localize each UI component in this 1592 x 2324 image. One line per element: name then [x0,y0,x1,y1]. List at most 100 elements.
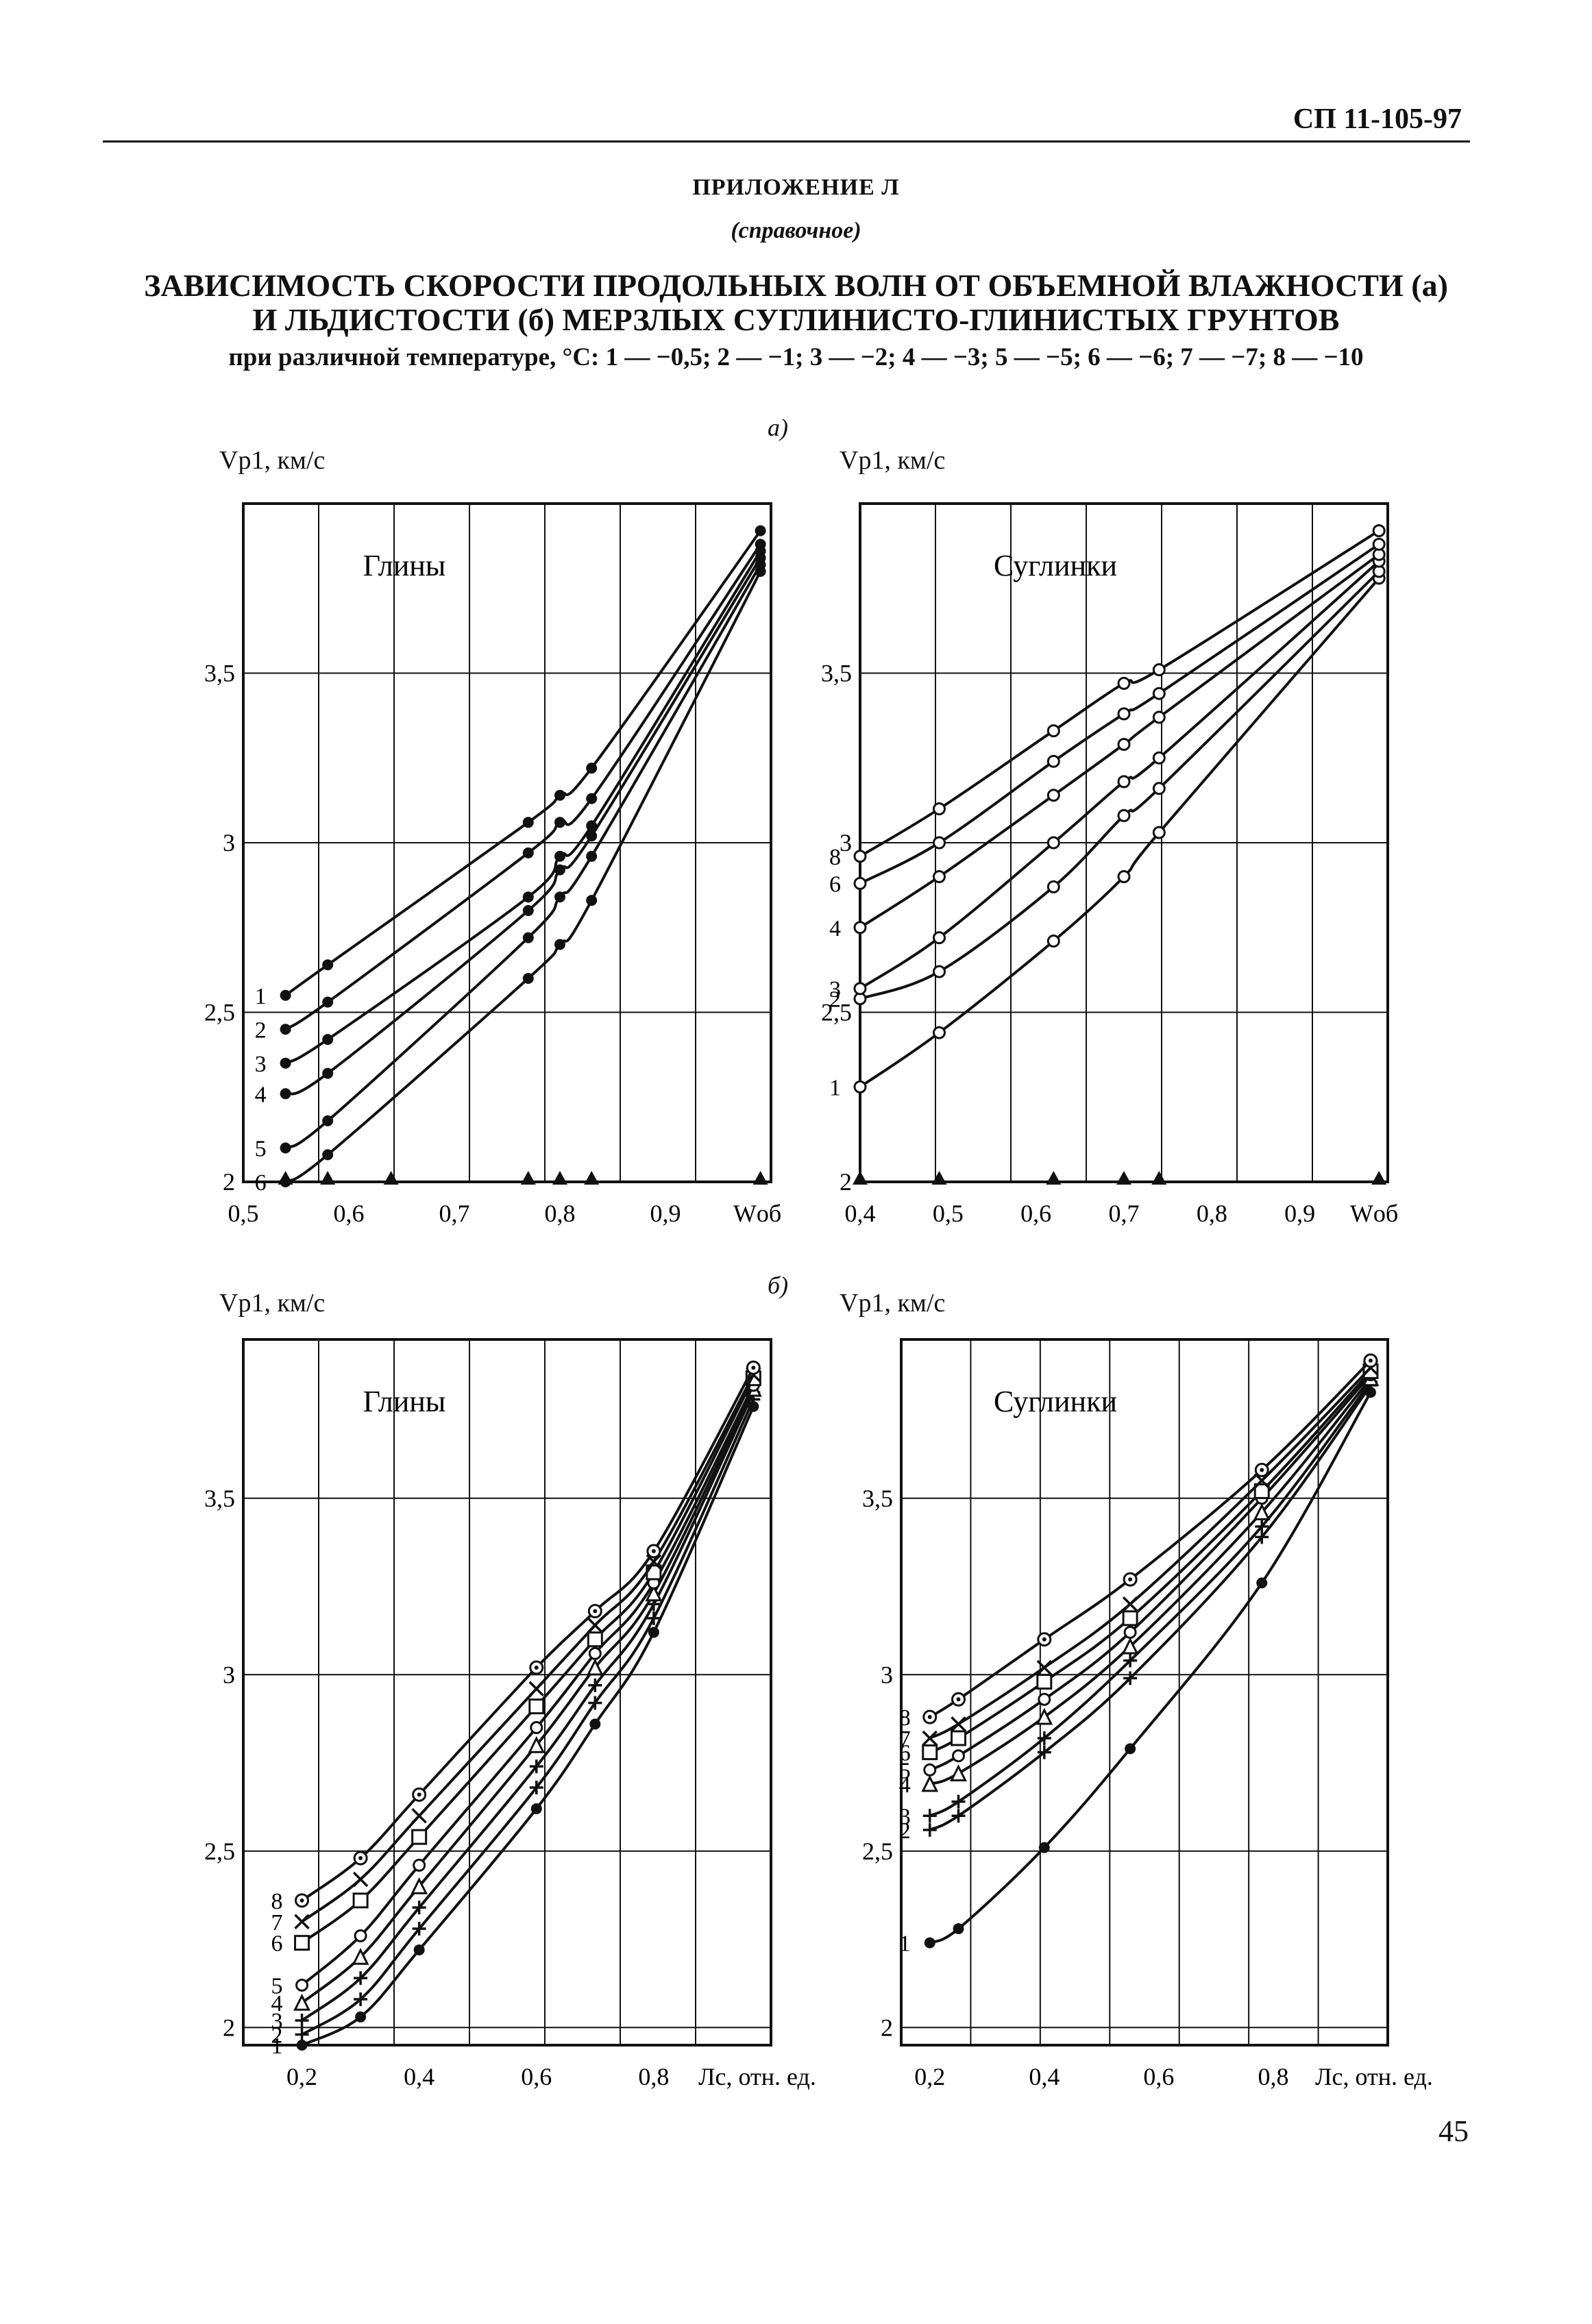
series-line-3 [859,560,1380,990]
data-point-1 [755,525,766,536]
data-point-1 [589,1718,601,1730]
series-line-4 [301,1388,755,2004]
series-line-6 [301,1377,755,1944]
part-a-label: а) [768,414,788,441]
y-tick-label: 2,5 [821,999,852,1026]
y-tick-label: 2 [223,1168,235,1196]
data-point-3 [588,1678,602,1692]
data-point-8 [1152,663,1166,677]
data-point-5 [1123,1625,1137,1639]
data-point-4 [933,870,946,883]
plot-frame [900,1338,1389,2047]
series-label-6: 6 [829,872,841,897]
data-point-7 [1254,1472,1270,1489]
data-point-6 [522,973,534,984]
title-line-2: И ЛЬДИСТОСТИ (б) МЕРЗЛЫХ СУГЛИНИСТО-ГЛИН… [252,302,1340,337]
axis-triangle-marker [1151,1171,1167,1185]
data-point-4 [1036,1707,1053,1725]
data-point-3 [1046,836,1060,850]
data-point-8 [529,1660,544,1675]
data-point-3 [1117,775,1131,789]
x-tick-label: 0,6 [334,1200,365,1227]
data-point-6 [1152,687,1166,700]
series-line-7 [301,1374,755,1923]
series-label-3: 3 [899,1804,911,1829]
data-point-3 [1152,751,1166,765]
data-point-3 [1037,1731,1051,1745]
data-point-8 [1372,524,1386,538]
series-label-1: 1 [271,2034,283,2059]
data-point-5 [1038,1692,1051,1706]
y-tick-label: 3 [223,1661,235,1688]
data-point-4 [411,1877,428,1894]
x-tick-label: 0,4 [1029,2063,1060,2090]
data-point-7 [294,1914,310,1929]
data-point-5 [588,1646,602,1660]
data-point-5 [295,1978,309,1992]
data-point-2 [354,1992,368,2007]
series-line-5 [284,564,762,1150]
axis-triangle-marker [584,1171,600,1185]
axis-triangle-marker [383,1171,399,1185]
data-point-4 [554,864,565,876]
data-point-6 [1372,537,1386,551]
x-tick-label: 0,8 [638,2063,669,2090]
data-point-8 [587,1604,602,1619]
data-point-8 [922,1709,938,1725]
data-point-8 [1117,676,1131,690]
series-label-8: 8 [899,1705,911,1731]
page-title: ЗАВИСИМОСТЬ СКОРОСТИ ПРОДОЛЬНЫХ ВОЛН ОТ … [0,269,1592,337]
data-point-2 [412,1922,426,1936]
data-point-1 [1256,1577,1268,1589]
data-point-5 [413,1858,426,1872]
document-code: СП 11-105-97 [1293,103,1462,135]
data-point-4 [1253,1503,1271,1520]
data-point-1 [853,1080,867,1093]
axis-triangle-marker [1046,1171,1062,1185]
series-line-5 [301,1385,755,1986]
data-point-1 [322,959,334,971]
data-point-5 [554,891,565,903]
axis-triangle-marker [752,1171,768,1185]
data-point-5 [586,850,598,862]
panel-title: Суглинки [994,1385,1117,1418]
data-point-3 [295,2013,309,2027]
data-point-2 [554,817,565,828]
data-point-5 [354,1929,367,1942]
x-tick-label: 0,7 [1109,1200,1140,1227]
x-tick-label: 0,7 [439,1200,470,1227]
ylabel-b-clay: Vp1, км/с [219,1289,326,1318]
data-point-3 [933,931,946,945]
chart-panel-0: 2 2,5 3 3,5 0,5 0,6 0,7 0,8 0,9 Wоб Глины 1 2 3 4 5 6 [204,502,781,1227]
data-point-5 [280,1142,291,1154]
series-label-1: 1 [255,984,267,1009]
series-label-8: 8 [829,845,841,870]
series-line-1 [929,1392,1372,1944]
data-point-4 [293,1993,310,2011]
appendix-heading: ПРИЛОЖЕНИЕ Л [692,175,900,200]
data-point-1 [933,1026,946,1039]
data-point-6 [1122,1610,1138,1627]
series-label-4: 4 [255,1082,267,1107]
series-label-4: 4 [899,1772,911,1798]
data-point-1 [296,2040,308,2051]
data-point-4 [1152,710,1166,724]
data-point-6 [755,566,766,577]
y-tick-label: 3 [881,1661,893,1688]
series-line-7 [929,1366,1372,1740]
data-point-1 [522,817,534,828]
series-label-5: 5 [255,1137,267,1162]
title-line-1: ЗАВИСИМОСТЬ СКОРОСТИ ПРОДОЛЬНЫХ ВОЛН ОТ … [144,268,1448,303]
data-point-7 [528,1681,545,1697]
series-label-6: 6 [271,1931,283,1957]
data-point-2 [522,847,534,858]
data-point-3 [412,1901,426,1915]
data-point-6 [1253,1483,1270,1499]
data-point-8 [412,1787,427,1802]
data-point-2 [1046,880,1060,893]
series-line-3 [284,550,762,1065]
series-label-7: 7 [899,1727,911,1752]
series-line-1 [301,1406,755,2047]
y-tick-label: 2,5 [204,1838,235,1865]
